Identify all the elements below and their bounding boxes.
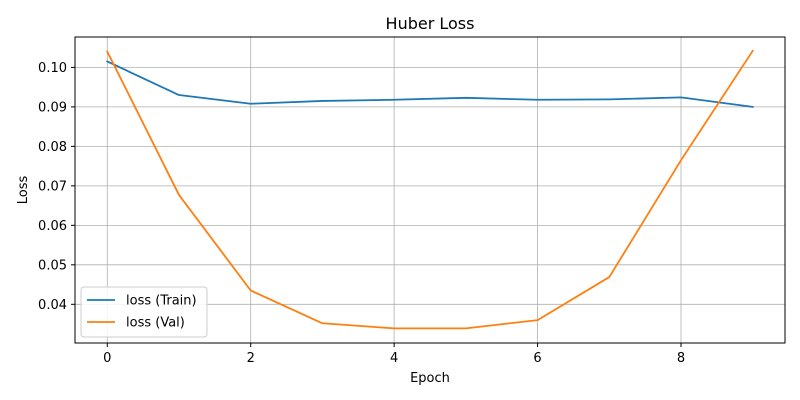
x-axis-label: Epoch xyxy=(410,371,450,386)
y-tick-label: 0.07 xyxy=(38,179,67,194)
plot-frame xyxy=(74,36,786,344)
x-tick-label: 0 xyxy=(103,351,111,366)
legend: loss (Train) loss (Val) xyxy=(80,286,208,338)
y-axis-ticks: 0.04 0.05 0.06 0.07 0.08 0.09 0.10 xyxy=(38,61,75,313)
y-tick-label: 0.05 xyxy=(38,258,67,273)
series-lines xyxy=(106,49,754,330)
x-tick-label: 2 xyxy=(247,351,255,366)
legend-label-train: loss (Train) xyxy=(126,294,197,309)
legend-label-val: loss (Val) xyxy=(126,316,185,331)
x-tick-label: 4 xyxy=(390,351,398,366)
series-line-val xyxy=(106,49,754,330)
y-axis-label: Loss xyxy=(16,176,31,205)
series-line-train xyxy=(106,60,754,108)
x-axis-ticks: 0 2 4 6 8 xyxy=(103,343,685,366)
y-tick-label: 0.06 xyxy=(38,219,67,234)
y-tick-label: 0.09 xyxy=(38,100,67,115)
x-tick-label: 8 xyxy=(677,351,685,366)
y-tick-label: 0.08 xyxy=(38,140,67,155)
chart-title: Huber Loss xyxy=(386,14,475,33)
y-tick-label: 0.04 xyxy=(38,298,67,313)
y-tick-label: 0.10 xyxy=(38,61,67,76)
x-tick-label: 6 xyxy=(533,351,541,366)
